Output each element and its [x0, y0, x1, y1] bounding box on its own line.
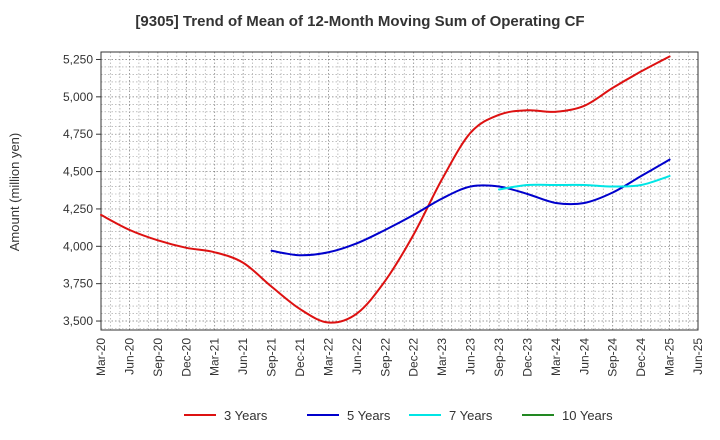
y-tick-label: 4,750 [63, 127, 93, 141]
x-tick-label: Jun-25 [691, 338, 705, 375]
series-lines [100, 55, 671, 324]
legend-label-7-years: 7 Years [449, 408, 493, 423]
x-tick-label: Sep-20 [151, 338, 165, 377]
legend-label-3-years: 3 Years [224, 408, 268, 423]
x-axis-ticks: Mar-20 Jun-20 Sep-20 Dec-20 Mar-21 Jun-21 Sep-… [94, 338, 705, 377]
series-line-3-years [100, 55, 671, 324]
y-tick-label: 5,250 [63, 52, 93, 66]
plot-border [100, 51, 699, 331]
grid [100, 51, 699, 330]
x-tick-label: Sep-24 [606, 338, 620, 377]
plot-frame [100, 51, 699, 331]
x-tick-label: Mar-25 [663, 338, 677, 376]
x-tick-label: Sep-21 [265, 338, 279, 377]
legend-label-5-years: 5 Years [347, 408, 391, 423]
x-tick-label: Jun-21 [236, 338, 250, 375]
x-tick-label: Mar-24 [549, 338, 563, 376]
y-tick-label: 4,000 [63, 239, 93, 253]
x-tick-label: Jun-20 [122, 338, 136, 375]
series-line-5-years [270, 158, 671, 257]
x-tick-label: Dec-20 [179, 338, 193, 377]
legend-label-10-years: 10 Years [562, 408, 613, 423]
y-tick-label: 5,000 [63, 90, 93, 104]
x-tick-label: Dec-21 [293, 338, 307, 377]
series-line-7-years [498, 175, 671, 191]
x-tick-label: Sep-22 [378, 338, 392, 377]
x-tick-label: Jun-22 [350, 338, 364, 375]
plot-background [101, 52, 698, 330]
x-tick-label: Dec-23 [520, 338, 534, 377]
legend: 3 Years 5 Years 7 Years 10 Years [184, 408, 613, 423]
x-tick-label: Sep-23 [492, 338, 506, 377]
x-tick-label: Mar-23 [435, 338, 449, 376]
y-tick-label: 4,500 [63, 165, 93, 179]
y-tick-label: 4,250 [63, 202, 93, 216]
x-tick-label: Mar-20 [94, 338, 108, 376]
y-axis-label: Amount (million yen) [7, 133, 22, 252]
x-tick-label: Jun-23 [464, 338, 478, 375]
x-tick-label: Mar-22 [321, 338, 335, 376]
chart-title: [9305] Trend of Mean of 12-Month Moving … [135, 13, 584, 30]
x-tick-label: Dec-22 [407, 338, 421, 377]
x-tick-label: Jun-24 [577, 338, 591, 375]
y-tick-label: 3,750 [63, 277, 93, 291]
x-tick-label: Mar-21 [208, 338, 222, 376]
y-axis-ticks: 3,500 3,750 4,000 4,250 4,500 4,750 5,000 5,250 [63, 52, 101, 328]
y-tick-label: 3,500 [63, 314, 93, 328]
x-tick-label: Dec-24 [634, 338, 648, 377]
